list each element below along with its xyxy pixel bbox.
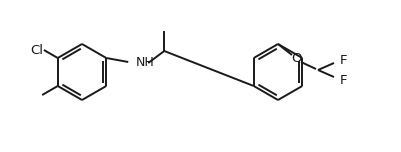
Text: F: F bbox=[340, 54, 348, 67]
Text: F: F bbox=[340, 74, 348, 86]
Text: NH: NH bbox=[136, 57, 155, 69]
Text: O: O bbox=[291, 52, 301, 64]
Text: Cl: Cl bbox=[30, 43, 43, 57]
